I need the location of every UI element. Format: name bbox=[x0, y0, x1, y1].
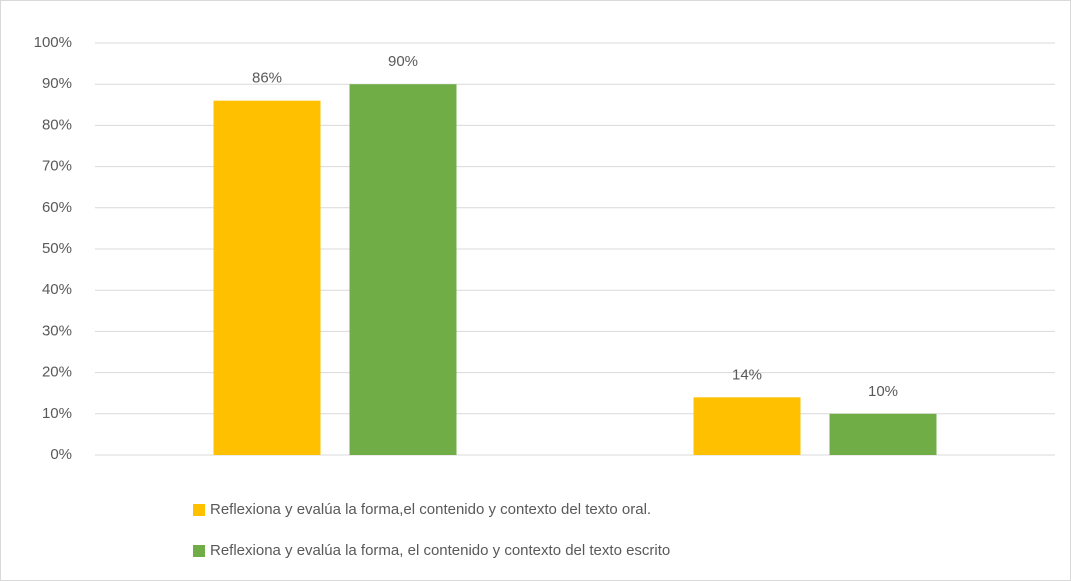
legend-label: Reflexiona y evalúa la forma, el conteni… bbox=[210, 542, 670, 559]
y-tick-label: 0% bbox=[50, 446, 72, 463]
y-tick-label: 40% bbox=[42, 281, 72, 298]
legend-swatch bbox=[193, 504, 205, 516]
y-tick-label: 100% bbox=[34, 34, 72, 51]
y-tick-label: 80% bbox=[42, 116, 72, 133]
y-tick-label: 70% bbox=[42, 158, 72, 175]
legend-swatch bbox=[193, 545, 205, 557]
y-tick-label: 20% bbox=[42, 364, 72, 381]
data-label: 14% bbox=[732, 366, 762, 383]
y-tick-label: 30% bbox=[42, 322, 72, 339]
bar bbox=[213, 100, 321, 456]
data-label: 90% bbox=[388, 53, 418, 70]
y-tick-label: 90% bbox=[42, 75, 72, 92]
data-label: 86% bbox=[252, 70, 282, 87]
legend-label: Reflexiona y evalúa la forma,el contenid… bbox=[210, 501, 651, 518]
y-tick-label: 50% bbox=[42, 240, 72, 257]
data-label: 10% bbox=[868, 383, 898, 400]
bar bbox=[349, 84, 457, 455]
bar bbox=[829, 413, 937, 455]
bar bbox=[693, 397, 801, 455]
y-tick-label: 10% bbox=[42, 405, 72, 422]
y-tick-label: 60% bbox=[42, 199, 72, 216]
